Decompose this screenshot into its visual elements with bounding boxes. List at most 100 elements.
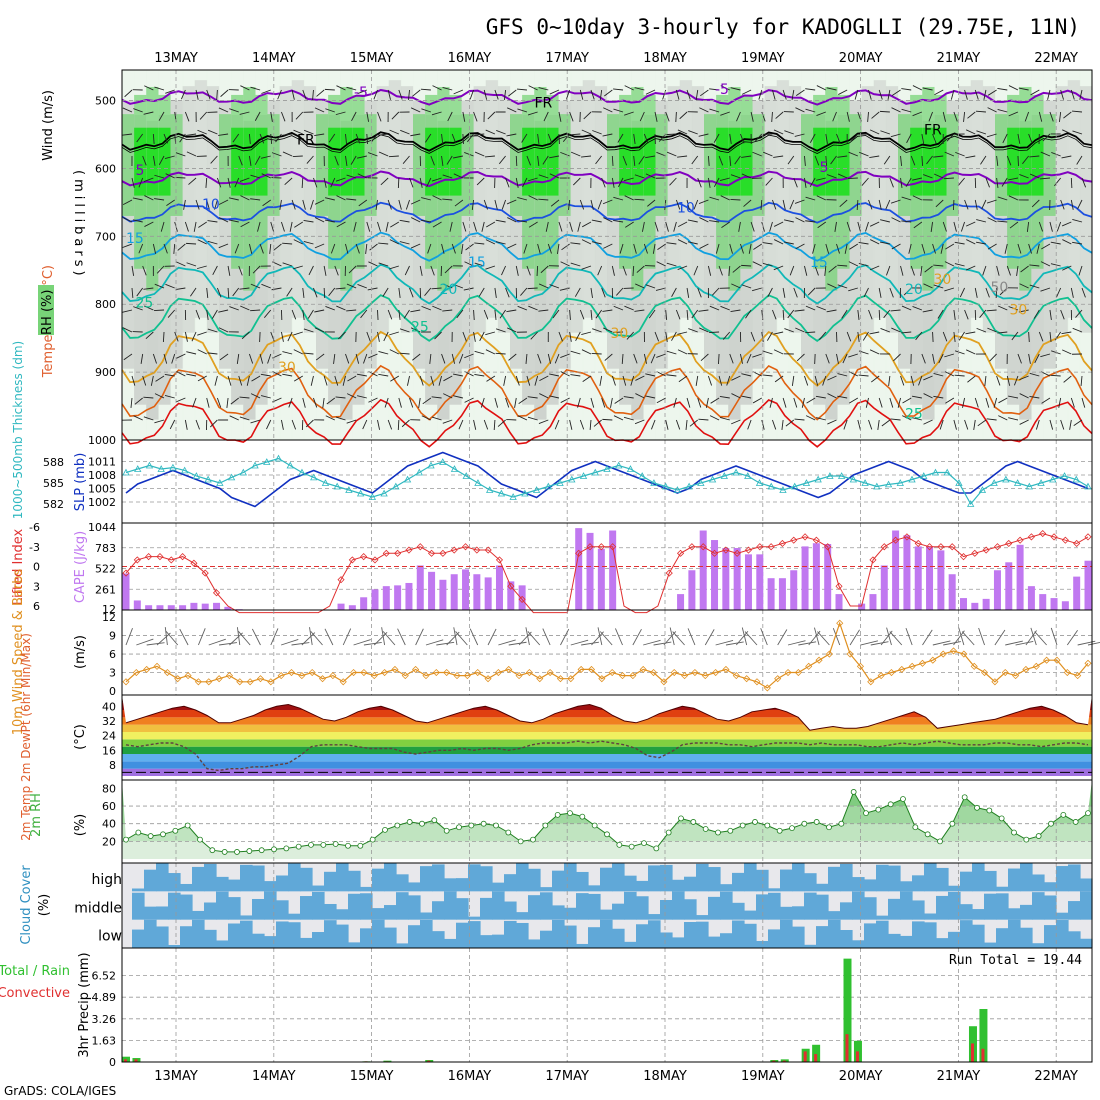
- wind-barb: [591, 353, 602, 355]
- cloud-level-label: high: [91, 872, 122, 888]
- wind-speed-point: [1043, 656, 1051, 664]
- wind-barb: [371, 133, 378, 143]
- wind-barb: [715, 243, 720, 254]
- wind-barb: [630, 375, 635, 386]
- cape-bar: [450, 574, 458, 610]
- thickness-point: [591, 468, 599, 476]
- wind-barb: [677, 349, 688, 355]
- wind-barb: [858, 262, 869, 267]
- wind-barb: [206, 397, 210, 408]
- contour-label: 10: [202, 197, 220, 213]
- wind-barb: [441, 155, 444, 166]
- wind-barb: [432, 195, 442, 201]
- wind-barb: [521, 133, 528, 143]
- wind-barb: [308, 265, 314, 276]
- wind-barb: [857, 419, 861, 430]
- wind-barb: [911, 395, 922, 399]
- rh-point: [1060, 811, 1067, 818]
- cloud-cover-bar: [840, 863, 853, 892]
- cloud-cover-bar: [528, 868, 541, 892]
- lifted-index-point: [1005, 539, 1013, 548]
- wind-barb: [1070, 89, 1075, 100]
- wind-barb: [611, 177, 615, 188]
- wind-barb: [408, 89, 410, 100]
- wind-barb: [387, 309, 393, 320]
- wind-barb: [293, 129, 303, 135]
- wind-barb: [939, 419, 944, 430]
- wind-barb: [805, 88, 816, 91]
- lifted-index-point: [484, 546, 492, 554]
- wind-10m-barb: [342, 628, 352, 646]
- wind-barb: [442, 283, 453, 289]
- cape-bar: [201, 603, 209, 610]
- wind-barb: [173, 243, 176, 255]
- top-date-label: 14MAY: [252, 51, 296, 66]
- cape-bar: [812, 543, 820, 610]
- wind-barb: [186, 151, 197, 157]
- wind-barb: [458, 419, 464, 430]
- wind-barb: [697, 397, 702, 408]
- wind-barb: [197, 239, 207, 245]
- wind-barb: [625, 221, 634, 228]
- wind-barb: [783, 219, 794, 223]
- wind-barb: [834, 221, 837, 232]
- precip-convective-bar: [427, 1060, 431, 1062]
- wind-10m-barb: [1025, 630, 1037, 646]
- wind-barb: [622, 265, 627, 276]
- wind-barb: [720, 111, 730, 116]
- wind-10m-barb: [146, 642, 165, 646]
- cloud-cover-bar: [1056, 920, 1069, 948]
- wind-10m-barb: [525, 627, 530, 646]
- cape-tick: 12: [102, 603, 116, 616]
- wind-barb: [621, 353, 624, 365]
- cloud-cover-bar: [864, 879, 877, 892]
- wind-barb: [302, 287, 305, 298]
- wind-barb: [603, 327, 613, 333]
- wind-barb: [842, 353, 848, 364]
- wind-barb: [483, 89, 488, 100]
- cloud-cover-bar: [312, 891, 325, 920]
- wind-barb: [154, 174, 165, 179]
- contour-15: [121, 231, 1093, 262]
- wind-barb: [485, 239, 496, 245]
- wind-barb: [552, 309, 560, 319]
- contour-label: 20: [905, 282, 923, 298]
- wind-barb: [933, 395, 944, 399]
- wind-barb: [405, 199, 410, 210]
- thickness-point: [450, 465, 459, 472]
- wind-barb: [846, 331, 852, 342]
- rh-point: [863, 810, 869, 817]
- wind-barb: [729, 155, 732, 166]
- wind-barb: [883, 309, 891, 319]
- wind-10m-barb: [978, 627, 985, 646]
- cape-tick: 1044: [88, 521, 116, 534]
- wind-10m-barb: [672, 631, 685, 646]
- wind-barb: [447, 111, 453, 122]
- wind-10m-barb: [455, 631, 468, 646]
- wind-barb: [227, 375, 232, 386]
- cloud-cover-bar: [828, 911, 841, 920]
- cloud-cover-bar: [888, 865, 901, 892]
- wind-barb: [207, 240, 218, 245]
- wind-barb: [336, 221, 346, 228]
- wind-10m-barb: [1087, 642, 1100, 646]
- wind-barb: [728, 265, 731, 277]
- wind-barb: [878, 89, 883, 100]
- wind-barb: [174, 331, 179, 342]
- wind-speed-point: [474, 668, 482, 677]
- wind-speed-point: [887, 668, 896, 677]
- wind-barb: [306, 155, 314, 164]
- wind-barb: [398, 287, 401, 298]
- wind-barb: [976, 327, 987, 333]
- wind-barb: [494, 199, 498, 210]
- rh-point: [147, 833, 154, 839]
- rh-shade-bright: [352, 127, 365, 196]
- wind-10m-barb: [735, 630, 749, 646]
- cloud-cover-bar: [864, 897, 877, 920]
- wind-barb: [901, 305, 912, 311]
- wind-barb: [983, 89, 987, 100]
- wind-barb: [186, 351, 197, 355]
- lifted-index-point: [835, 582, 843, 590]
- cloud-cover-bar: [228, 923, 241, 948]
- rh-point: [135, 829, 142, 836]
